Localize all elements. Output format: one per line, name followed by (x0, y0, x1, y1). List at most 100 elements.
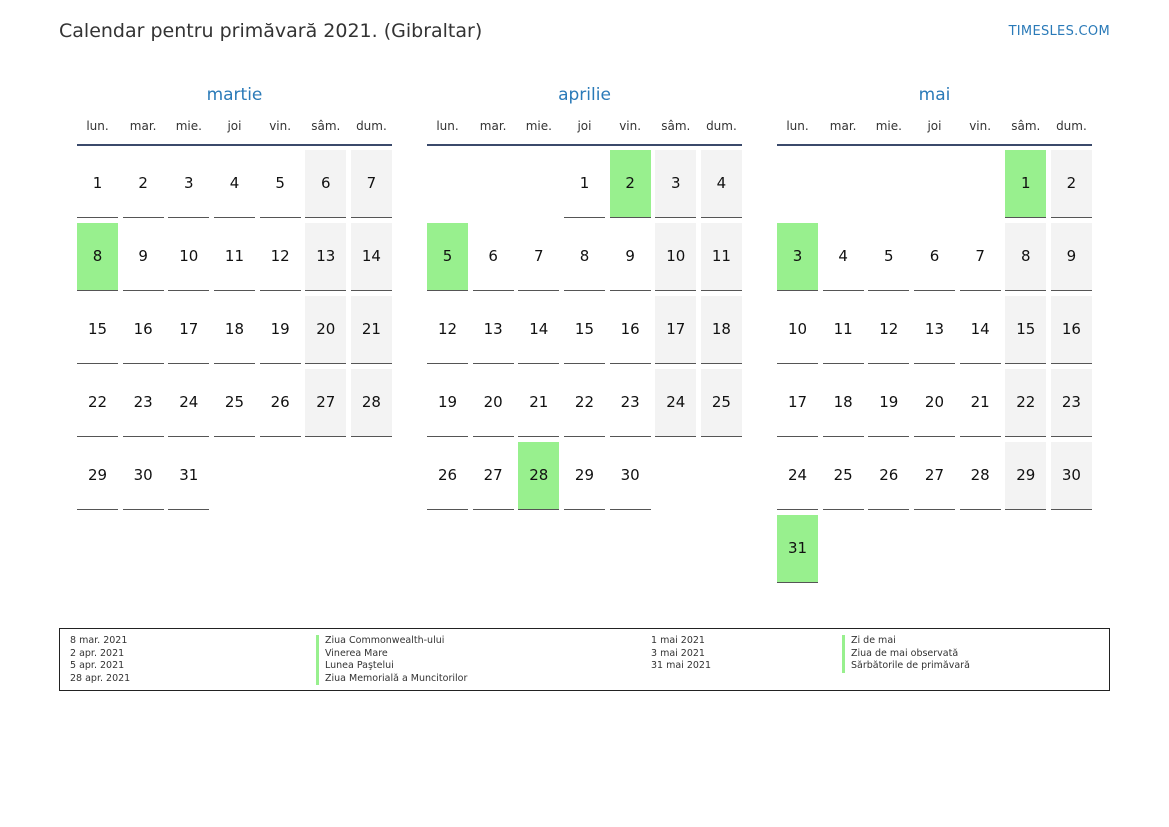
empty-day-cell (914, 150, 955, 217)
day-cell: 2 (122, 150, 164, 218)
day-grid: 1 2 3 4 5 6 7 8 9 10 11 12 13 14 15 16 17 18 19 20 21 22 23 24 2… (427, 150, 742, 511)
day-cell: 14 (518, 296, 560, 364)
empty-day-cell (868, 150, 909, 217)
legend-dates-right: 1 mai 2021 3 mai 2021 31 mai 2021 (651, 635, 711, 673)
day-cell: 6 (913, 223, 955, 291)
empty-day-cell (1005, 515, 1046, 582)
weekday-label: sâm. (661, 119, 691, 133)
day-cell: 4 (213, 150, 255, 218)
day-cell: 13 (913, 296, 955, 364)
day-cell: 10 (777, 296, 818, 364)
legend-date: 31 mai 2021 (651, 660, 712, 671)
weekday-label: mie. (175, 119, 202, 133)
empty-day-cell (351, 442, 392, 509)
weekday-header: lun. mar. mie. joi vin. sâm. dum. (777, 108, 1092, 146)
week-row: 19 20 21 22 23 24 25 (427, 369, 742, 438)
day-cell: 29 (1005, 442, 1047, 510)
day-cell: 29 (563, 442, 605, 510)
week-row: 12 13 14 15 16 17 18 (427, 296, 742, 365)
legend-date: 5 apr. 2021 (70, 660, 125, 671)
legend-holiday-name: Zi de mai (842, 635, 970, 648)
day-cell: 30 (122, 442, 164, 510)
month-aprilie: aprilie lun. mar. mie. joi vin. sâm. dum. 1 2 3 4 5 6… (427, 82, 742, 515)
empty-day-cell (214, 442, 255, 509)
weekday-label: mar. (479, 119, 507, 133)
empty-day-cell (868, 515, 909, 582)
day-cell: 18 (822, 369, 864, 437)
holiday-day-cell: 1 (1005, 150, 1047, 218)
empty-day-cell (701, 442, 742, 509)
day-cell: 13 (305, 223, 347, 291)
weekday-label: joi (577, 119, 592, 133)
week-row: 5 6 7 8 9 10 11 (427, 223, 742, 292)
week-row: 17 18 19 20 21 22 23 (777, 369, 1092, 438)
week-row: 10 11 12 13 14 15 16 (777, 296, 1092, 365)
day-cell: 27 (472, 442, 514, 510)
day-cell: 7 (518, 223, 560, 291)
legend-date: 3 mai 2021 (651, 647, 705, 659)
legend-date: 8 mar. 2021 (70, 635, 128, 646)
day-cell: 8 (1005, 223, 1047, 291)
empty-day-cell (1051, 515, 1092, 582)
day-cell: 5 (259, 150, 301, 218)
day-cell: 17 (168, 296, 210, 364)
legend-date: 28 apr. 2021 (70, 672, 131, 684)
day-cell: 2 (1050, 150, 1092, 218)
day-cell: 29 (77, 442, 118, 510)
day-cell: 24 (777, 442, 818, 510)
empty-day-cell (823, 515, 864, 582)
legend-date: 1 mai 2021 (651, 635, 705, 646)
weekday-label: mar. (129, 119, 157, 133)
week-row: 22 23 24 25 26 27 28 (77, 369, 392, 438)
day-cell: 20 (305, 296, 347, 364)
week-row: 29 30 31 (77, 442, 392, 511)
day-cell: 15 (77, 296, 118, 364)
day-cell: 14 (350, 223, 392, 291)
weekday-label: lun. (436, 119, 459, 133)
day-cell: 9 (609, 223, 651, 291)
day-cell: 7 (350, 150, 392, 218)
empty-day-cell (305, 442, 346, 509)
day-cell: 12 (427, 296, 468, 364)
day-grid: 1 2 3 4 5 6 7 8 9 10 11 12 13 14 15 16 17 18 19 20 21 22 23 24 2… (77, 150, 392, 511)
day-cell: 24 (655, 369, 697, 437)
day-cell: 25 (213, 369, 255, 437)
day-cell: 9 (1050, 223, 1092, 291)
brand-link[interactable]: TIMESLES.COM (1008, 24, 1110, 39)
day-cell: 25 (700, 369, 742, 437)
day-cell: 23 (609, 369, 651, 437)
day-cell: 9 (122, 223, 164, 291)
empty-day-cell (655, 442, 696, 509)
day-cell: 31 (168, 442, 210, 510)
day-cell: 10 (655, 223, 697, 291)
day-cell: 17 (777, 369, 818, 437)
legend-dates-left: 8 mar. 2021 2 apr. 2021 5 apr. 2021 28 apr.… (70, 635, 130, 685)
holiday-legend: 8 mar. 2021 2 apr. 2021 5 apr. 2021 28 apr.… (59, 628, 1110, 691)
week-row: 8 9 10 11 12 13 14 (77, 223, 392, 292)
weekday-label: vin. (619, 119, 642, 133)
day-cell: 23 (1050, 369, 1092, 437)
day-cell: 11 (213, 223, 255, 291)
weekday-header: lun. mar. mie. joi vin. sâm. dum. (77, 108, 392, 146)
day-cell: 1 (563, 150, 605, 218)
day-cell: 18 (213, 296, 255, 364)
legend-holiday-name: Sărbătorile de primăvară (842, 660, 970, 673)
day-cell: 27 (913, 442, 955, 510)
legend-holiday-name: Ziua Memorială a Muncitorilor (316, 672, 467, 685)
holiday-day-cell: 31 (777, 515, 818, 583)
day-cell: 4 (700, 150, 742, 218)
weekday-label: joi (927, 119, 942, 133)
month-name: martie (206, 85, 263, 105)
day-cell: 24 (168, 369, 210, 437)
day-cell: 21 (518, 369, 560, 437)
day-cell: 20 (472, 369, 514, 437)
day-cell: 26 (259, 369, 301, 437)
weekday-label: vin. (969, 119, 992, 133)
legend-date: 2 apr. 2021 (70, 647, 125, 659)
day-cell: 25 (822, 442, 864, 510)
month-name: aprilie (558, 85, 611, 105)
